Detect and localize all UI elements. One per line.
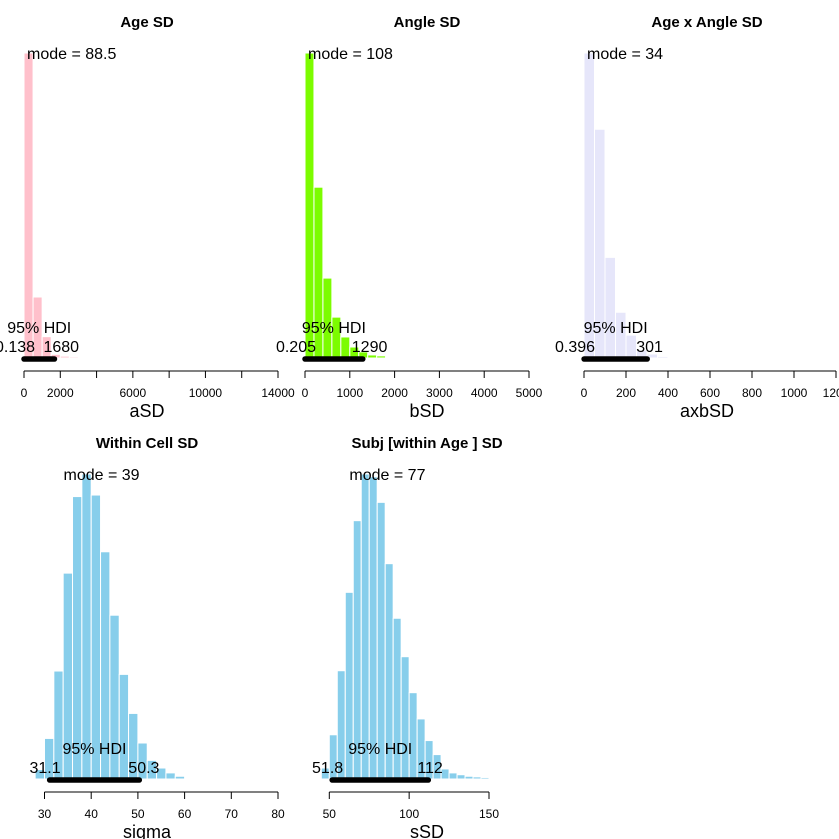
- x-tick-label: 6000: [120, 386, 147, 400]
- panel-sSD: Subj [within Age ] SD mode = 77 95% HDI 51.…: [312, 435, 503, 839]
- hdi-label: 95% HDI: [302, 320, 366, 337]
- panel-title: Subj [within Age ] SD: [351, 435, 502, 452]
- panel-title: Angle SD: [394, 14, 461, 31]
- x-tick-label: 0: [581, 386, 588, 400]
- x-tick-label: 600: [700, 386, 720, 400]
- hdi-label: 95% HDI: [7, 320, 71, 337]
- x-tick-label: 2000: [381, 386, 408, 400]
- histogram-bar: [77, 356, 89, 359]
- x-tick-label: 400: [658, 386, 678, 400]
- hdi-label: 95% HDI: [62, 741, 126, 758]
- hdi-high-value: 112: [417, 760, 443, 777]
- x-tick-label: 1000: [336, 386, 363, 400]
- x-axis-label: aSD: [129, 401, 164, 421]
- histogram-bar: [604, 256, 616, 359]
- histogram-bar: [376, 501, 386, 780]
- histogram-bar: [322, 277, 333, 359]
- histogram-bar: [678, 356, 690, 359]
- hdi-high-value: 301: [636, 339, 663, 356]
- hdi-low-value: 0.205: [276, 339, 316, 356]
- x-tick-label: 50: [323, 807, 337, 821]
- histogram-bar: [81, 473, 92, 780]
- x-tick-label: 30: [38, 807, 52, 821]
- x-tick-label: 0: [302, 386, 309, 400]
- x-tick-label: 50: [131, 807, 145, 821]
- histogram-bar: [165, 772, 176, 780]
- histogram-bar: [456, 774, 466, 780]
- panel-axbSD: Age x Angle SD mode = 34 95% HDI 0.396 301 0 2…: [555, 14, 839, 421]
- x-axis-label: sSD: [410, 822, 444, 839]
- histogram-bar: [625, 334, 637, 359]
- x-tick-label: 0: [21, 386, 28, 400]
- x-tick-label: 100: [399, 807, 419, 821]
- hdi-low-value: 0.138: [0, 339, 35, 356]
- hdi-high-value: 50.3: [128, 760, 159, 777]
- mode-label: mode = 88.5: [27, 46, 117, 63]
- histogram-bar: [385, 356, 396, 359]
- histogram-bar: [583, 52, 595, 359]
- x-axis-label: bSD: [409, 401, 444, 421]
- x-tick-label: 10000: [189, 386, 223, 400]
- panel-title: Age x Angle SD: [651, 14, 762, 31]
- x-tick-label: 14000: [261, 386, 295, 400]
- x-tick-label: 3000: [426, 386, 453, 400]
- x-tick-label: 60: [178, 807, 192, 821]
- histogram-bar: [90, 494, 102, 780]
- x-tick-label: 200: [616, 386, 636, 400]
- mode-label: mode = 77: [349, 467, 425, 484]
- x-tick-label: 70: [225, 807, 239, 821]
- histogram-bar: [68, 356, 79, 359]
- x-tick-label: 2000: [47, 386, 74, 400]
- hdi-high-value: 1290: [352, 339, 388, 356]
- histogram-bar: [368, 476, 378, 780]
- hdi-low-value: 31.1: [29, 760, 60, 777]
- histogram-bar: [174, 775, 186, 780]
- panel-title: Within Cell SD: [96, 435, 199, 452]
- x-tick-label: 1200: [823, 386, 839, 400]
- histogram-bar: [408, 692, 418, 780]
- histogram-bar: [667, 356, 679, 359]
- histogram-bar: [118, 673, 130, 780]
- x-tick-label: 150: [479, 807, 499, 821]
- x-tick-label: 40: [85, 807, 99, 821]
- histogram-bar: [23, 52, 34, 359]
- histogram-bar: [480, 776, 490, 780]
- histogram-bar: [340, 336, 351, 359]
- x-tick-label: 5000: [516, 386, 543, 400]
- histogram-bar: [360, 473, 370, 780]
- histogram-bar: [72, 496, 83, 780]
- x-axis-label: axbSD: [680, 401, 734, 421]
- hdi-low-value: 51.8: [312, 760, 343, 777]
- histogram-bar: [376, 355, 387, 359]
- x-tick-label: 1000: [781, 386, 808, 400]
- x-tick-label: 4000: [471, 386, 498, 400]
- histogram-bar: [657, 355, 669, 359]
- mode-label: mode = 34: [587, 46, 663, 63]
- x-tick-label: 80: [271, 807, 285, 821]
- panel-title: Age SD: [120, 14, 174, 31]
- histogram-bar: [304, 52, 315, 359]
- x-tick-label: 800: [742, 386, 762, 400]
- mode-label: mode = 39: [64, 467, 140, 484]
- hdi-label: 95% HDI: [348, 741, 412, 758]
- histogram-bar: [394, 356, 405, 359]
- hdi-low-value: 0.396: [555, 339, 595, 356]
- histogram-bar: [464, 775, 474, 780]
- mode-label: mode = 108: [308, 46, 393, 63]
- x-axis-label: sigma: [123, 822, 172, 839]
- histogram-bar: [432, 754, 442, 780]
- histogram-bar: [688, 356, 700, 359]
- histogram-bar: [400, 656, 410, 780]
- histogram-bar: [472, 776, 482, 780]
- histogram-bar: [448, 772, 458, 780]
- histogram-bar: [59, 355, 70, 359]
- hdi-high-value: 1680: [43, 339, 79, 356]
- hdi-label: 95% HDI: [584, 320, 648, 337]
